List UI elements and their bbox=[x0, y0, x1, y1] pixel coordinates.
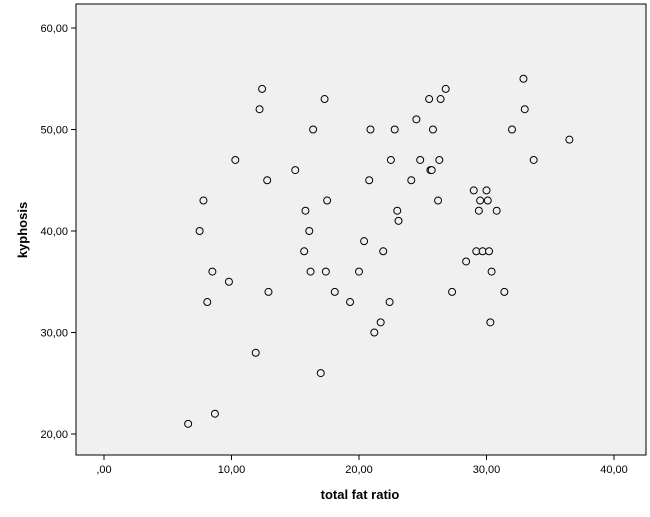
data-point bbox=[393, 206, 402, 215]
data-point bbox=[320, 95, 329, 104]
data-point bbox=[330, 287, 339, 296]
x-tick-label: 20,00 bbox=[345, 464, 373, 476]
data-point bbox=[258, 84, 267, 93]
plot-area bbox=[75, 3, 647, 456]
data-point bbox=[195, 227, 204, 235]
data-point bbox=[305, 227, 314, 235]
x-axis: ,00 10,00 20,00 30,00 40,00 bbox=[96, 455, 628, 476]
data-point bbox=[321, 267, 330, 276]
data-points bbox=[184, 74, 574, 428]
data-point bbox=[500, 287, 509, 296]
data-point bbox=[263, 176, 272, 185]
x-tick-label: 30,00 bbox=[473, 464, 501, 476]
data-point bbox=[435, 155, 444, 164]
y-tick-label: 50,00 bbox=[40, 125, 68, 137]
data-point bbox=[301, 206, 310, 215]
data-point bbox=[394, 216, 403, 225]
data-point bbox=[407, 176, 416, 185]
data-point bbox=[416, 155, 425, 164]
data-point bbox=[306, 267, 315, 276]
x-tick-label: 40,00 bbox=[600, 464, 628, 476]
data-point bbox=[427, 166, 436, 175]
y-tick-label: 20,00 bbox=[40, 429, 68, 441]
data-point bbox=[376, 318, 385, 327]
data-point bbox=[486, 318, 495, 327]
x-tick-label: ,00 bbox=[96, 464, 111, 476]
data-point bbox=[385, 298, 394, 307]
data-point bbox=[379, 247, 388, 256]
y-tick-label: 40,00 bbox=[40, 226, 68, 238]
y-tick-label: 60,00 bbox=[40, 23, 68, 35]
data-point bbox=[441, 84, 450, 93]
data-point bbox=[508, 125, 516, 134]
data-point bbox=[565, 135, 574, 144]
data-point bbox=[434, 196, 443, 205]
data-point bbox=[519, 74, 528, 83]
data-point bbox=[529, 155, 538, 164]
data-point bbox=[366, 125, 375, 134]
data-point bbox=[264, 287, 273, 296]
data-point bbox=[487, 267, 496, 276]
data-point bbox=[309, 125, 318, 134]
data-point bbox=[365, 176, 374, 185]
data-point bbox=[436, 95, 445, 104]
data-point bbox=[199, 196, 208, 205]
y-tick-label: 30,00 bbox=[40, 328, 68, 340]
data-point bbox=[224, 277, 233, 286]
data-point bbox=[291, 166, 300, 175]
data-point bbox=[208, 267, 217, 276]
data-point bbox=[323, 196, 332, 205]
x-axis-title: total fat ratio bbox=[321, 487, 400, 502]
data-point bbox=[370, 328, 379, 337]
data-point bbox=[300, 247, 309, 256]
data-point bbox=[203, 298, 212, 307]
y-axis-title: kyphosis bbox=[15, 202, 30, 258]
data-point bbox=[485, 247, 494, 256]
x-tick-label: 10,00 bbox=[218, 464, 246, 476]
data-point bbox=[492, 206, 501, 215]
data-point bbox=[412, 115, 421, 124]
data-point bbox=[390, 125, 399, 134]
data-point bbox=[386, 155, 395, 164]
data-point bbox=[476, 196, 485, 205]
data-point bbox=[210, 409, 219, 418]
data-point bbox=[316, 369, 325, 378]
data-point bbox=[425, 95, 434, 104]
data-point bbox=[251, 348, 260, 357]
data-point bbox=[360, 237, 369, 246]
data-point bbox=[483, 196, 492, 205]
data-point bbox=[255, 105, 264, 114]
data-point bbox=[462, 257, 471, 266]
data-point bbox=[469, 186, 478, 195]
data-point bbox=[520, 105, 529, 114]
data-point bbox=[184, 419, 193, 428]
data-point bbox=[482, 186, 491, 195]
data-point bbox=[355, 267, 363, 276]
data-point bbox=[346, 298, 355, 307]
data-point bbox=[428, 125, 437, 134]
data-point bbox=[231, 155, 240, 164]
data-point bbox=[474, 206, 483, 215]
data-point bbox=[448, 287, 457, 296]
y-axis: 20,00 30,00 40,00 50,00 60,00 bbox=[40, 23, 76, 441]
